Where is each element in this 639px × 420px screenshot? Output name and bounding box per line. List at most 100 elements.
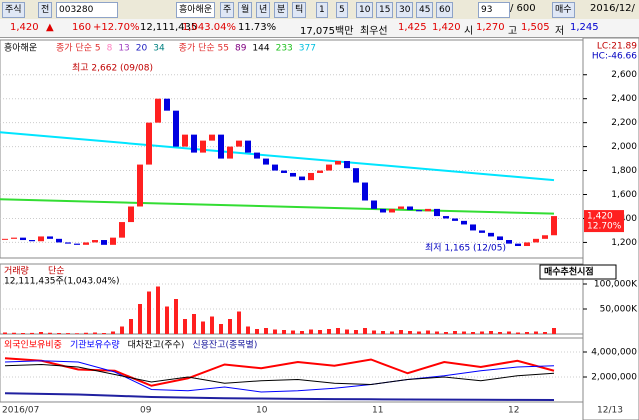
period-button[interactable]: 년: [256, 2, 271, 18]
best-label: 최우선: [360, 26, 388, 37]
volume-bar: [39, 332, 43, 334]
candle: [443, 216, 449, 219]
toolbar: 주식 전 003280 흥아해운 주 월 년 분 틱 1 5 10 15 30 45 60 93 / …: [0, 0, 639, 20]
stock-name: 흥아해운: [176, 2, 216, 18]
minute-button[interactable]: 60: [436, 2, 454, 18]
candle: [380, 208, 386, 213]
x-tick-label: 11: [372, 406, 383, 416]
legend-entry: 기관보유수량: [70, 339, 120, 351]
amount: 17,075백만: [300, 26, 354, 37]
x-tick-label: 12: [508, 406, 519, 416]
volume-bar: [525, 332, 529, 334]
minute-button[interactable]: 10: [356, 2, 374, 18]
y-tick-label: 50,000K: [600, 305, 638, 315]
y-tick-label: 2,000,000: [591, 373, 637, 383]
candle: [533, 238, 539, 243]
candle: [290, 172, 296, 177]
volume-bar: [534, 331, 538, 334]
candle: [371, 200, 377, 209]
volume-bar: [66, 333, 70, 334]
candle: [56, 238, 62, 243]
volume-bar: [273, 329, 277, 334]
y-tick-label: 1,200: [611, 238, 637, 248]
prev-button[interactable]: 전: [38, 2, 53, 18]
minute-button[interactable]: 45: [416, 2, 434, 18]
minute-button[interactable]: 30: [396, 2, 414, 18]
candle: [200, 140, 206, 153]
volume-bar: [48, 332, 52, 334]
volume-bar: [507, 331, 511, 334]
buy-button[interactable]: 매수: [552, 2, 575, 18]
market-select[interactable]: 주식: [2, 2, 25, 18]
volume-bar: [318, 330, 322, 334]
series-line: [4, 360, 555, 393]
candle: [317, 170, 323, 173]
volume-bar: [444, 332, 448, 334]
series-line: [4, 392, 555, 401]
volume-bar: [372, 330, 376, 334]
x-tick-label: 12/13: [597, 406, 623, 416]
volume-bar: [210, 316, 214, 334]
volume-bar: [309, 329, 313, 334]
period-button[interactable]: 분: [274, 2, 289, 18]
volume-bar: [336, 328, 340, 334]
volume-bar: [183, 319, 187, 334]
volume-bar: [345, 329, 349, 334]
series-line: [4, 363, 555, 386]
volume-bar: [435, 331, 439, 334]
low-label: 저: [555, 26, 565, 37]
ma-legend: 233: [276, 44, 293, 54]
candle: [434, 208, 440, 217]
volume-bar: [111, 331, 115, 334]
volume-bar: [390, 331, 394, 334]
candle: [551, 216, 557, 236]
candle: [164, 98, 170, 111]
ma-legend: 89: [235, 44, 247, 54]
volume-bar: [57, 333, 61, 334]
candle: [236, 140, 242, 147]
volume-ratio: 1,043.04%: [182, 22, 237, 33]
candle: [263, 158, 269, 165]
code-input[interactable]: 003280: [56, 2, 118, 18]
candle: [11, 237, 17, 239]
period-button[interactable]: 월: [238, 2, 253, 18]
minute-button[interactable]: 5: [336, 2, 348, 18]
candle: [101, 240, 107, 245]
period-button[interactable]: 주: [220, 2, 235, 18]
count-input[interactable]: 93: [478, 2, 510, 18]
candle: [191, 134, 197, 153]
candle: [20, 237, 26, 241]
signal-box: [539, 264, 617, 280]
panel-summary: 12,111,435주(1,043.04%): [4, 276, 119, 287]
low: 1,245: [570, 22, 599, 33]
legend-entry: 외국인보유비중: [4, 339, 62, 351]
candle: [182, 134, 188, 147]
volume-bar: [120, 326, 124, 334]
volume-bar: [516, 332, 520, 334]
turnover: 11.73%: [238, 22, 277, 33]
volume-bar: [408, 331, 412, 334]
price: 1,420: [10, 22, 39, 33]
volume-bar: [381, 331, 385, 334]
ma-legend: 144: [252, 44, 269, 54]
volume-bar: [219, 324, 223, 334]
candle: [92, 240, 98, 243]
candle: [173, 110, 179, 147]
count-total: / 600: [510, 3, 536, 14]
volume-bar: [327, 329, 331, 334]
date: 2016/12/: [590, 3, 635, 14]
period-button[interactable]: 틱: [292, 2, 307, 18]
volume-bar: [246, 326, 250, 334]
candle: [110, 237, 116, 245]
minute-button[interactable]: 15: [376, 2, 394, 18]
high: 1,505: [521, 22, 550, 33]
minute-button[interactable]: 1: [316, 2, 328, 18]
y-tick-label: 1,400: [611, 214, 637, 224]
ma-legend: 종가 단순 5: [56, 43, 101, 54]
annotation-high: 최고 2,662 (09/08): [72, 63, 153, 74]
volume-bar: [300, 331, 304, 334]
panel-title: 거래량: [4, 265, 29, 277]
ma-legend: 종가 단순 55: [179, 43, 229, 54]
ma-legend: 13: [118, 44, 129, 54]
